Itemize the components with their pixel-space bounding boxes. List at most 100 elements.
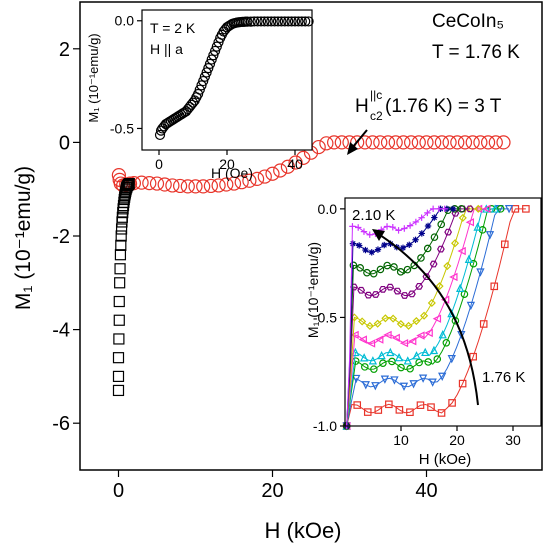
bottom-inset-data-point [430,233,439,241]
bottom-inset-xtick-label: 30 [505,432,521,448]
bottom-inset-data-point [388,357,396,366]
bottom-inset-data-point [400,292,409,299]
hc2-superscript: ||c [370,88,382,102]
bottom-inset-xtick-label: 10 [393,432,409,448]
bottom-inset-data-point [485,231,495,240]
bottom-inset-xtick-label: 20 [449,432,465,448]
bottom-inset-high-t: 2.10 K [352,207,395,224]
bottom-inset-data-point [350,330,359,340]
bottom-inset-data-point [416,331,425,340]
bottom-inset-data-point [406,408,414,417]
main-data-point [112,352,125,364]
main-data-point [280,159,295,174]
main-data-point [134,175,149,190]
main-data-point [180,179,195,194]
main-data-point [457,135,473,150]
bottom-inset-data-point [365,321,374,331]
main-data-point [113,333,125,345]
main-data-point [257,169,272,184]
main-data-point [111,168,126,183]
bottom-inset-data-point [429,345,439,355]
bottom-inset-data-point [511,205,520,213]
bottom-inset-data-point [449,272,458,282]
bottom-inset-data-point [428,378,437,387]
bottom-inset-data-point [386,283,395,291]
top-inset-marks [154,16,314,141]
bottom-inset-data-point [379,285,387,293]
bottom-inset-data-point [435,282,444,291]
top-inset-data-point [199,71,210,82]
top-inset-data-point [194,84,205,95]
bottom-inset-ylabel: M₁ (10⁻¹emu/g) [305,242,321,338]
top-inset-data-point [279,16,290,27]
bottom-inset-data-point [355,242,363,249]
bottom-inset-data-point [366,231,373,238]
bottom-inset-data-point [438,372,447,382]
bottom-inset-data-point [403,356,412,365]
bottom-inset-data-point [374,406,383,414]
main-data-point [327,135,342,150]
bottom-inset-data-point [394,352,404,362]
bottom-inset-data-point [427,403,435,411]
main-ytick-label: -4 [52,320,70,342]
bottom-inset-data-point [390,263,398,271]
bottom-inset-data-point [370,365,378,373]
bottom-inset-data-point [381,314,390,323]
main-data-point [115,239,127,251]
top-inset-data-point [303,16,314,27]
bottom-inset-data-point [396,319,405,329]
main-data-point [434,135,449,150]
bottom-inset-data-point [420,311,429,320]
main-data-point [404,135,419,150]
top-inset-data-point [206,54,217,65]
main-data-point [488,135,503,150]
bottom-inset-data-point [380,375,390,384]
main-data-point [465,135,480,150]
top-inset-data-point [272,16,284,27]
bottom-inset-data-point [381,241,388,249]
bottom-inset-data-point [352,374,361,384]
main-xtick-label: 0 [113,480,124,502]
bottom-inset-data-point [387,240,394,247]
bottom-inset-data-point [432,314,442,323]
top-inset-data-point [245,16,256,27]
bottom-inset-data-point [406,364,414,373]
bottom-inset-data-point [404,321,413,330]
bottom-inset-data-point [366,339,376,348]
bottom-inset-data-point [399,382,409,392]
bottom-inset-data-point [362,246,369,254]
bottom-inset-data-point [424,209,431,217]
main-data-point [149,176,165,191]
top-inset-data-point [286,16,297,27]
main-data-point [165,178,180,193]
bottom-inset-data-point [403,265,412,274]
main-data-point [365,135,380,150]
top-inset-data-point [179,107,190,118]
top-inset-data-point [242,16,253,27]
top-inset-data-point [249,16,260,27]
main-data-point [319,136,334,151]
bottom-inset-ytick-label: 0.0 [318,201,338,217]
top-inset-data-point [276,16,287,27]
bottom-inset-data-point [476,268,485,277]
top-inset-data-point [269,16,280,27]
bottom-inset-series-line [346,208,445,427]
bottom-inset-series-line [346,208,479,427]
bottom-inset-data-point [417,254,425,262]
top-inset-data-point [196,80,207,91]
main-data-point [113,314,125,326]
bottom-inset-data-point [500,240,509,249]
bottom-inset-data-point [469,259,478,268]
bottom-inset-data-point [368,356,378,365]
bottom-inset-data-point [395,406,404,414]
bottom-inset-data-point [349,240,357,247]
bottom-inset-data-point [360,228,368,235]
main-data-point [250,171,265,187]
main-data-point [481,135,496,150]
bottom-inset-data-point [418,374,428,383]
top-inset-data-point [203,63,214,74]
bottom-inset-data-point [360,363,369,371]
top-inset-note-1: T = 2 K [150,20,196,36]
